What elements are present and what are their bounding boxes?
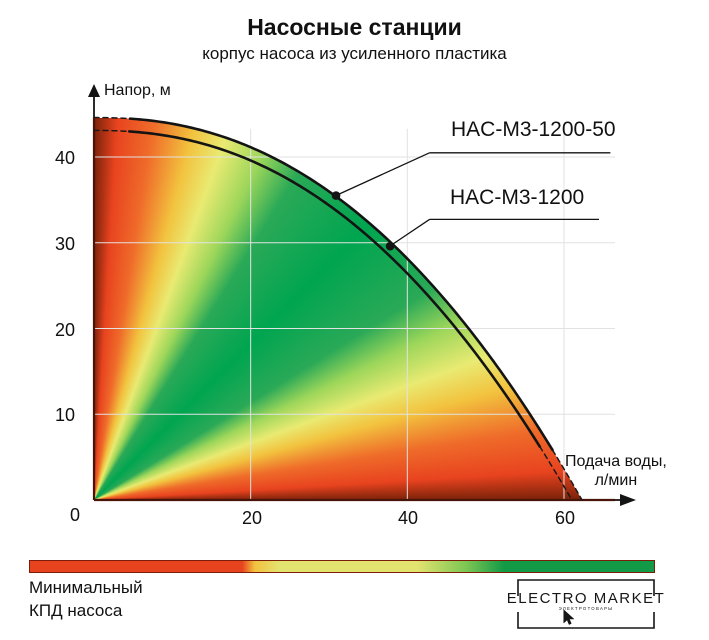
svg-text:ELECTRO MARKET: ELECTRO MARKET xyxy=(507,590,666,607)
